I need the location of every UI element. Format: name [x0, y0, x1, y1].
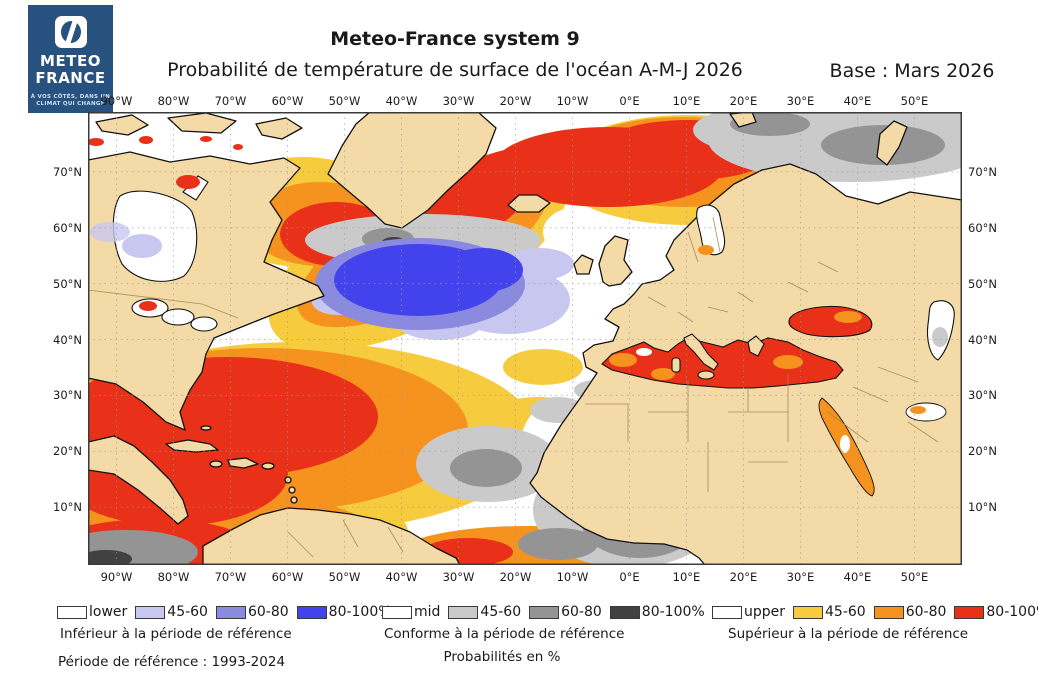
lon-tick-bottom-3: 60°W — [271, 570, 304, 584]
lon-tick-bottom-9: 0°E — [619, 570, 640, 584]
lon-tick-bottom-12: 30°E — [786, 570, 815, 584]
meteo-france-logo: METEO FRANCE À VOS CÔTÉS, DANS UN CLIMAT… — [28, 5, 113, 113]
page-subtitle: Probabilité de température de surface de… — [167, 59, 743, 81]
caption-lower: Inférieur à la période de référence — [60, 626, 292, 642]
meteo-france-logo-icon — [54, 16, 87, 48]
lat-tick-left-0: 70°N — [53, 164, 82, 179]
lat-tick-left-5: 20°N — [53, 444, 82, 459]
lat-tick-right-3: 40°N — [968, 332, 997, 347]
legend-group-mid: mid 45-60 60-80 80-100% — [382, 604, 713, 620]
lon-tick-top-12: 30°E — [786, 94, 815, 108]
caption-mid: Conforme à la période de référence — [384, 626, 625, 642]
legend-range-label-upper-2: 80-100% — [986, 604, 1038, 620]
lat-tick-left-4: 30°N — [53, 388, 82, 403]
lon-tick-top-13: 40°E — [843, 94, 872, 108]
legend-label-lower: lower — [89, 604, 128, 620]
land-lavender-patch — [90, 222, 130, 242]
legend-range-label-upper-1: 60-80 — [905, 604, 947, 620]
legend-group-lower: lower 45-60 60-80 80-100% — [57, 604, 400, 620]
logo-tagline: À VOS CÔTÉS, DANS UN CLIMAT QUI CHANGE — [30, 94, 111, 107]
lon-tick-bottom-0: 90°W — [100, 570, 133, 584]
caption-upper: Supérieur à la période de référence — [728, 626, 969, 642]
legend-range-label-lower-1: 60-80 — [247, 604, 289, 620]
lat-tick-right-2: 50°N — [968, 276, 997, 291]
lat-tick-right-1: 60°N — [968, 220, 997, 235]
lon-tick-top-4: 50°W — [328, 94, 361, 108]
lat-tick-right-0: 70°N — [968, 164, 997, 179]
lon-tick-bottom-10: 10°E — [672, 570, 701, 584]
legend-swatch-lower-60-80 — [215, 605, 246, 619]
legend-range-label-lower-2: 80-100% — [328, 604, 392, 620]
lon-tick-top-1: 80°W — [157, 94, 190, 108]
legend-swatch-lower-45-60 — [135, 605, 166, 619]
lon-tick-bottom-6: 30°W — [442, 570, 475, 584]
legend-swatch-lower — [57, 605, 87, 619]
legend-swatch-mid-60-80 — [529, 605, 560, 619]
arctic-red-patches — [88, 136, 243, 150]
legend-label-upper: upper — [744, 604, 786, 620]
lat-tick-right-5: 20°N — [968, 444, 997, 459]
lon-tick-bottom-14: 50°E — [900, 570, 929, 584]
lon-tick-bottom-5: 40°W — [385, 570, 418, 584]
page-title: Meteo-France system 9 — [330, 28, 580, 50]
lon-tick-bottom-11: 20°E — [729, 570, 758, 584]
legend-swatch-upper — [712, 605, 742, 619]
map-canvas — [88, 112, 962, 565]
legend-range-label-upper-0: 45-60 — [825, 604, 866, 620]
lon-tick-top-2: 70°W — [214, 94, 247, 108]
lon-tick-bottom-2: 70°W — [214, 570, 247, 584]
lon-tick-top-6: 30°W — [442, 94, 475, 108]
lon-tick-top-11: 20°E — [729, 94, 758, 108]
lat-tick-right-4: 30°N — [968, 388, 997, 403]
legend-swatch-mid — [382, 605, 412, 619]
legend-range-label-mid-1: 60-80 — [561, 604, 602, 620]
legend-swatch-upper-60-80 — [873, 605, 904, 619]
lon-tick-bottom-13: 40°E — [843, 570, 872, 584]
legend-swatch-upper-80-100% — [954, 605, 985, 619]
caption-probabilities: Probabilités en % — [443, 649, 561, 665]
lat-tick-left-1: 60°N — [53, 220, 82, 235]
logo-brand-line1: METEO — [40, 52, 101, 70]
logo-brand: METEO FRANCE — [35, 53, 105, 87]
probability-map — [88, 112, 962, 565]
legend-swatch-upper-45-60 — [793, 605, 824, 619]
legend-swatch-mid-45-60 — [448, 605, 479, 619]
lat-tick-left-2: 50°N — [53, 276, 82, 291]
lon-tick-bottom-4: 50°W — [328, 570, 361, 584]
lon-tick-top-10: 10°E — [672, 94, 701, 108]
legend-range-label-mid-0: 45-60 — [480, 604, 522, 620]
lat-tick-right-6: 10°N — [968, 500, 997, 515]
legend-group-upper: upper 45-60 60-80 80-100% — [712, 604, 1038, 620]
legend-range-label-mid-2: 80-100% — [641, 604, 705, 620]
lat-tick-left-3: 40°N — [53, 332, 82, 347]
lon-tick-top-8: 10°W — [556, 94, 589, 108]
logo-brand-line2: FRANCE — [35, 69, 106, 87]
legend-swatch-mid-80-100% — [609, 605, 640, 619]
lon-tick-top-5: 40°W — [385, 94, 418, 108]
lon-tick-bottom-7: 20°W — [499, 570, 532, 584]
lon-tick-top-9: 0°E — [619, 94, 640, 108]
lon-tick-top-3: 60°W — [271, 94, 304, 108]
lon-tick-bottom-8: 10°W — [556, 570, 589, 584]
lon-tick-bottom-1: 80°W — [157, 570, 190, 584]
base-date-label: Base : Mars 2026 — [829, 60, 995, 82]
lat-tick-left-6: 10°N — [53, 500, 82, 515]
lon-tick-top-14: 50°E — [900, 94, 929, 108]
legend-swatch-lower-80-100% — [296, 605, 327, 619]
inland-seas-layer — [112, 175, 955, 497]
map-frame — [88, 112, 962, 565]
legend-label-mid: mid — [414, 604, 441, 620]
lon-tick-top-7: 20°W — [499, 94, 532, 108]
legend-range-label-lower-0: 45-60 — [167, 604, 208, 620]
country-borders — [88, 216, 939, 558]
reference-period-note: Période de référence : 1993-2024 — [58, 654, 286, 670]
lon-tick-top-0: 90°W — [100, 94, 133, 108]
graticule — [88, 112, 962, 565]
